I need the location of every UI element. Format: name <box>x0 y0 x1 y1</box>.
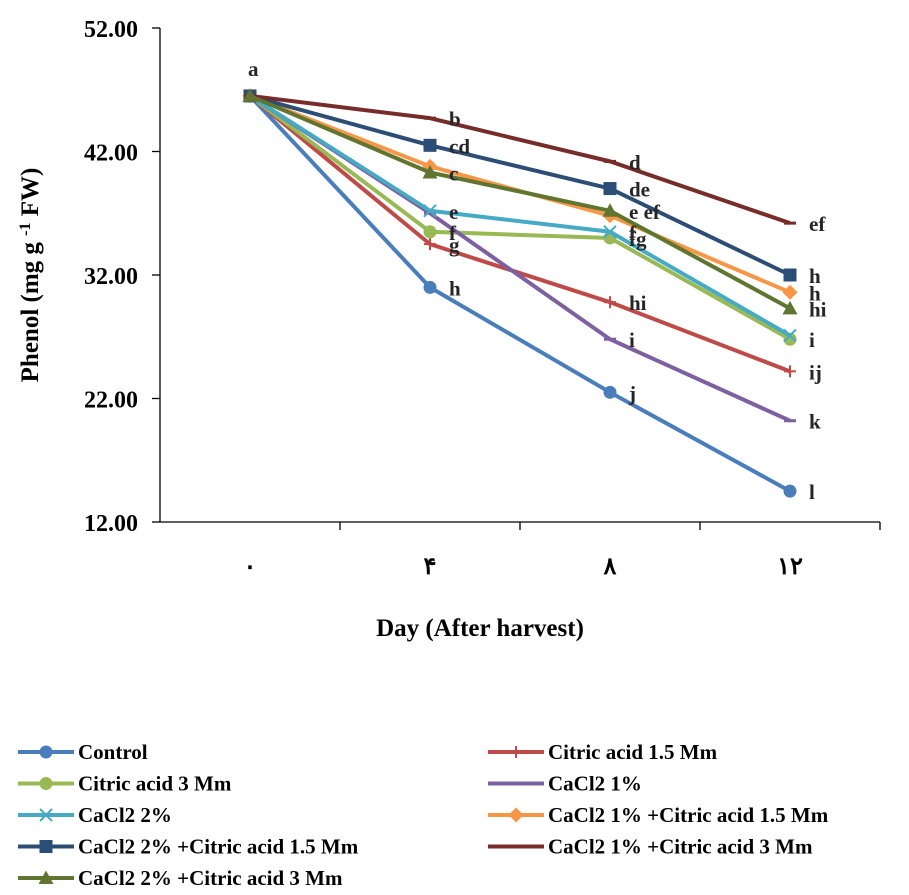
legend-item: CaCl2 2% +Citric acid 1.5 Mm <box>18 835 359 859</box>
y-tick-label: 32.00 <box>84 264 138 290</box>
point-label: f <box>449 221 457 245</box>
series-line <box>248 94 791 338</box>
legend-item: CaCl2 2% +Citric acid 3 Mm <box>18 866 343 890</box>
legend-item: Control <box>18 740 148 764</box>
data-point <box>603 225 617 239</box>
legend-item: Citric acid 1.5 Mm <box>488 740 718 764</box>
data-point <box>423 280 437 294</box>
series <box>243 89 797 343</box>
y-tick-label: 52.00 <box>84 17 138 43</box>
legend-item: CaCl2 1% +Citric acid 3 Mm <box>488 835 813 859</box>
point-label: g <box>449 233 460 257</box>
legend-label: CaCl2 2% +Citric acid 3 Mm <box>78 866 343 890</box>
data-point <box>423 204 437 218</box>
y-tick-label: 42.00 <box>84 141 138 167</box>
data-point <box>603 182 617 196</box>
data-point <box>784 365 796 378</box>
point-label: k <box>809 410 821 434</box>
point-label: ef <box>809 212 826 236</box>
data-point <box>603 385 617 399</box>
legend: Control Citric acid 1.5 Mm Citric acid 3 M… <box>18 740 829 890</box>
series-line <box>248 94 791 493</box>
data-point <box>783 332 797 346</box>
point-label: h <box>449 276 461 300</box>
series-line <box>248 94 791 341</box>
point-label: c <box>449 161 458 185</box>
data-point <box>423 225 437 239</box>
point-label: hi <box>629 291 647 315</box>
point-label: h <box>809 281 821 305</box>
point-label: hi <box>809 297 827 321</box>
y-axis-title-sup: -1 <box>17 223 34 236</box>
data-point <box>424 238 436 251</box>
legend-label: Citric acid 1.5 Mm <box>548 740 718 764</box>
y-tick-label: 12.00 <box>84 511 138 537</box>
point-label: h <box>809 264 821 288</box>
point-label: cd <box>449 134 470 158</box>
y-axis-title: Phenol (mg g -1 FW) <box>17 168 45 383</box>
point-label: de <box>629 178 650 202</box>
series <box>242 88 798 315</box>
point-label: ij <box>809 360 822 384</box>
series-line <box>249 93 791 226</box>
point-label: i <box>809 328 815 352</box>
data-point <box>782 300 798 315</box>
data-point <box>423 138 437 152</box>
y-axis-title-tail: FW) <box>17 168 44 223</box>
point-label: b <box>449 107 461 131</box>
data-point <box>39 840 53 853</box>
point-label: d <box>629 150 641 174</box>
point-label: e ef <box>629 200 661 224</box>
legend-item: CaCl2 1% <box>488 772 642 796</box>
series-lines <box>242 88 798 498</box>
data-point <box>783 328 797 343</box>
legend-label: CaCl2 1% <box>548 772 642 796</box>
axes: 12.00 22.00 32.00 42.00 52.00 ٠ ۴ ٨ ١٢ <box>84 17 881 580</box>
data-point <box>508 807 524 823</box>
series-line <box>249 94 791 311</box>
data-point <box>604 296 616 309</box>
legend-label: CaCl2 2% <box>78 803 172 827</box>
point-label: e <box>449 200 458 224</box>
series-line <box>248 94 791 374</box>
point-label: a <box>248 57 259 81</box>
series <box>243 89 797 282</box>
legend-label: Citric acid 3 Mm <box>78 772 232 796</box>
x-tick-label: ٠ <box>244 554 257 580</box>
legend-label: CaCl2 1% +Citric acid 1.5 Mm <box>548 803 829 827</box>
data-point <box>39 745 53 759</box>
x-tick-label: ١٢ <box>777 554 803 580</box>
data-point <box>602 203 618 217</box>
data-point <box>39 808 53 822</box>
legend-item: CaCl2 1% +Citric acid 1.5 Mm <box>488 803 829 827</box>
point-label: f <box>629 221 637 245</box>
data-point <box>510 746 522 758</box>
legend-label: CaCl2 2% +Citric acid 1.5 Mm <box>78 835 359 859</box>
data-point <box>38 870 54 884</box>
data-point <box>782 284 798 300</box>
data-point <box>783 268 797 282</box>
point-label: fg <box>629 227 647 251</box>
legend-item: CaCl2 2% <box>18 803 172 827</box>
data-point <box>422 164 438 179</box>
y-axis-title-main: Phenol (mg g <box>17 236 44 383</box>
point-label: i <box>629 328 635 352</box>
y-tick-label: 22.00 <box>84 388 138 414</box>
x-tick-label: ٨ <box>603 554 617 580</box>
legend-label: Control <box>78 740 148 764</box>
data-point <box>242 88 258 102</box>
data-point <box>783 484 797 498</box>
x-tick-label: ۴ <box>424 554 437 580</box>
point-label: l <box>809 480 815 504</box>
point-label: j <box>628 381 636 405</box>
data-point <box>39 777 53 790</box>
legend-item: Citric acid 3 Mm <box>18 772 232 796</box>
x-axis-title: Day (After harvest) <box>376 615 584 642</box>
legend-label: CaCl2 1% +Citric acid 3 Mm <box>548 835 813 859</box>
series-line <box>249 93 791 277</box>
